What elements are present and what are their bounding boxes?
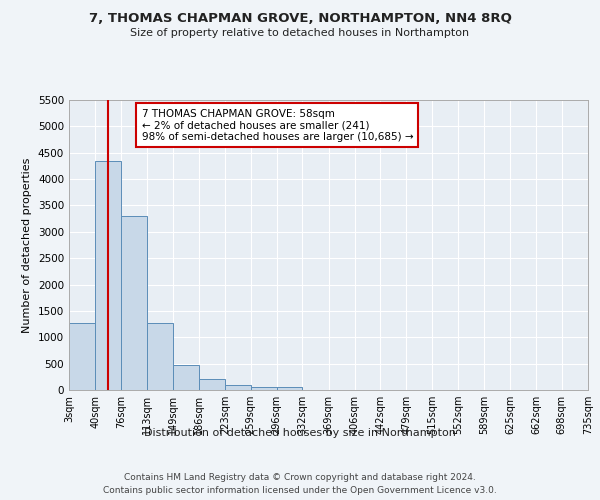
Bar xyxy=(225,386,251,390)
Bar xyxy=(69,323,95,390)
Bar xyxy=(199,378,225,390)
Bar xyxy=(251,386,277,390)
Text: 7, THOMAS CHAPMAN GROVE, NORTHAMPTON, NN4 8RQ: 7, THOMAS CHAPMAN GROVE, NORTHAMPTON, NN… xyxy=(89,12,511,26)
Bar xyxy=(173,364,199,390)
Bar xyxy=(95,161,121,390)
Text: Contains HM Land Registry data © Crown copyright and database right 2024.: Contains HM Land Registry data © Crown c… xyxy=(124,472,476,482)
Text: 7 THOMAS CHAPMAN GROVE: 58sqm
← 2% of detached houses are smaller (241)
98% of s: 7 THOMAS CHAPMAN GROVE: 58sqm ← 2% of de… xyxy=(142,108,413,142)
Bar xyxy=(147,323,173,390)
Bar xyxy=(277,387,302,390)
Text: Size of property relative to detached houses in Northampton: Size of property relative to detached ho… xyxy=(130,28,470,38)
Text: Contains public sector information licensed under the Open Government Licence v3: Contains public sector information licen… xyxy=(103,486,497,495)
Bar xyxy=(121,216,147,390)
Text: Distribution of detached houses by size in Northampton: Distribution of detached houses by size … xyxy=(144,428,456,438)
Y-axis label: Number of detached properties: Number of detached properties xyxy=(22,158,32,332)
